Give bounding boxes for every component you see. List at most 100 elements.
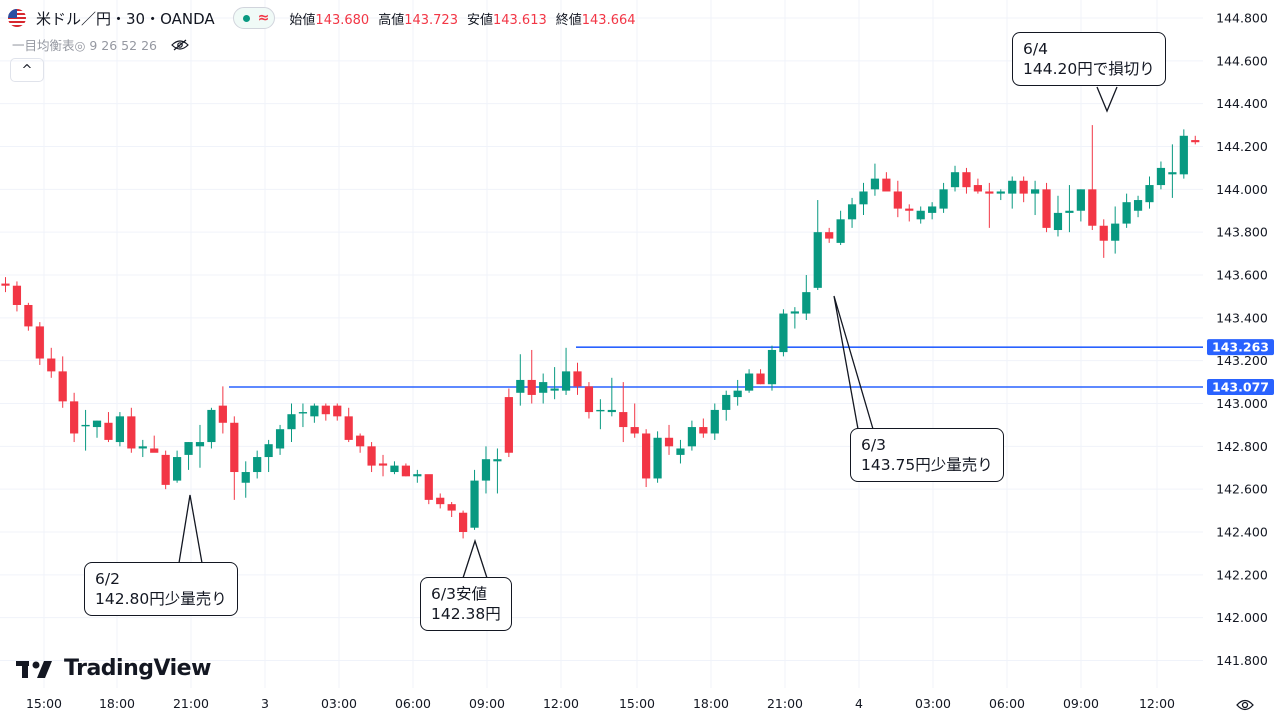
candle-body — [561, 371, 571, 391]
time-tick-label: 09:00 — [469, 696, 505, 711]
price-tick-label: 142.400 — [1216, 525, 1268, 540]
candle-body — [847, 204, 857, 220]
candle-body — [310, 405, 319, 417]
candle-body — [264, 444, 273, 458]
candle-body — [390, 465, 399, 473]
candle-body — [344, 416, 353, 440]
candle-body — [58, 371, 67, 402]
candle-series — [1, 125, 1200, 539]
price-tick-label: 142.200 — [1216, 567, 1268, 582]
candle-body — [996, 191, 1005, 194]
annotation-date: 6/3 — [861, 436, 886, 454]
price-tick-label: 144.800 — [1216, 11, 1268, 26]
candle-body — [447, 504, 456, 511]
candle-body — [481, 459, 491, 481]
candle-body — [962, 172, 971, 188]
price-tick-label: 143.000 — [1216, 396, 1268, 411]
candle-body — [653, 437, 662, 479]
candle-body — [916, 210, 925, 220]
price-tick-label: 143.400 — [1216, 310, 1268, 325]
logo-text: TradingView — [64, 656, 211, 681]
candle-body — [539, 382, 548, 393]
candle-body — [333, 405, 342, 417]
candle-body — [1111, 223, 1120, 241]
annotation-callout-0603-low[interactable]: 6/3安値 142.38円 — [420, 577, 512, 631]
annotation-text: 142.38円 — [431, 605, 501, 623]
candle-body — [790, 311, 799, 314]
time-tick-label: 18:00 — [693, 696, 729, 711]
price-tick-label: 142.000 — [1216, 610, 1268, 625]
callout-pointer — [833, 295, 874, 430]
callout-pointer — [462, 538, 488, 579]
candle-body — [893, 191, 902, 209]
time-tick-label: 12:00 — [543, 696, 579, 711]
candle-body — [1076, 189, 1085, 211]
candle-body — [836, 219, 845, 243]
annotation-pointers — [178, 86, 1118, 579]
candle-body — [1168, 172, 1177, 175]
time-tick-label: 21:00 — [767, 696, 803, 711]
candle-body — [745, 373, 754, 391]
level-price-label: 143.263 — [1212, 340, 1269, 355]
chart-header: 米ドル／円・30・OANDA ≈ 始値143.680 高値143.723 安値1… — [8, 6, 636, 30]
annotation-callout-0603-sell[interactable]: 6/3 143.75円少量売り — [850, 428, 1004, 482]
tradingview-mark-icon — [16, 660, 52, 678]
candle-body — [859, 191, 868, 205]
candle-body — [813, 232, 822, 288]
callout-pointer — [1096, 86, 1118, 113]
candle-body — [275, 429, 285, 449]
candle-body — [401, 465, 410, 477]
candle-body — [1088, 189, 1097, 226]
candle-body — [195, 442, 205, 447]
settings-icon[interactable] — [1234, 694, 1256, 716]
candle-body — [493, 459, 502, 462]
candle-body — [12, 285, 22, 305]
candle-body — [950, 172, 960, 188]
collapse-legend-button[interactable]: ^ — [10, 58, 44, 82]
candle-body — [470, 480, 479, 528]
close-label: 終値 — [555, 12, 582, 28]
close-value: 143.664 — [581, 12, 636, 28]
candle-body — [92, 420, 102, 428]
candle-body — [767, 349, 777, 385]
ohlc-values: 始値143.680 高値143.723 安値143.613 終値143.664 — [289, 9, 635, 28]
callout-pointer — [178, 494, 203, 564]
candle-body — [733, 390, 742, 398]
time-tick-label: 21:00 — [173, 696, 209, 711]
level-price-badge — [1207, 379, 1274, 396]
indicator-legend[interactable]: 一目均衡表◎ 9 26 52 26 — [12, 35, 189, 54]
candle-body — [779, 313, 788, 353]
annotation-text: 143.75円少量売り — [861, 456, 993, 474]
candle-body — [1031, 189, 1040, 194]
price-tick-label: 144.600 — [1216, 53, 1268, 68]
candle-body — [173, 457, 182, 481]
annotation-callout-0604-stoploss[interactable]: 6/4 144.20円で損切り — [1012, 32, 1166, 86]
candle-body — [70, 401, 79, 434]
open-label: 始値 — [289, 12, 316, 28]
symbol-title[interactable]: 米ドル／円・30・OANDA — [36, 9, 215, 28]
horizontal-level-lines[interactable]: 143.263 143.077 — [229, 339, 1274, 396]
time-tick-label: 3 — [261, 696, 269, 711]
indicator-name: 一目均衡表◎ 9 26 52 26 — [12, 38, 157, 53]
eye-off-icon[interactable] — [171, 39, 189, 51]
candle-body — [298, 412, 308, 414]
open-value: 143.680 — [315, 12, 370, 28]
candle-body — [378, 463, 388, 466]
time-tick-label: 09:00 — [1063, 696, 1099, 711]
price-tick-label: 141.800 — [1216, 653, 1268, 668]
candle-body — [1133, 200, 1143, 211]
candle-body — [356, 435, 365, 447]
candle-body — [584, 386, 594, 413]
annotation-callout-0602-sell[interactable]: 6/2 142.80円少量売り — [84, 562, 238, 616]
price-tick-label: 144.400 — [1216, 96, 1268, 111]
time-axis[interactable]: 15:00 18:00 21:00 3 03:00 06:00 09:00 12:00 15:0… — [26, 696, 1175, 711]
candle-body — [1065, 210, 1074, 213]
candle-body — [756, 373, 765, 385]
candle-body — [504, 397, 513, 453]
time-tick-label: 03:00 — [915, 696, 951, 711]
market-status-badge[interactable]: ≈ — [232, 7, 276, 29]
price-axis[interactable]: 141.800 142.000 142.200 142.400 142.600 142.8… — [1216, 11, 1268, 669]
price-tick-label: 143.600 — [1216, 268, 1268, 283]
candle-body — [550, 388, 559, 391]
tradingview-logo[interactable]: TradingView — [16, 656, 211, 681]
